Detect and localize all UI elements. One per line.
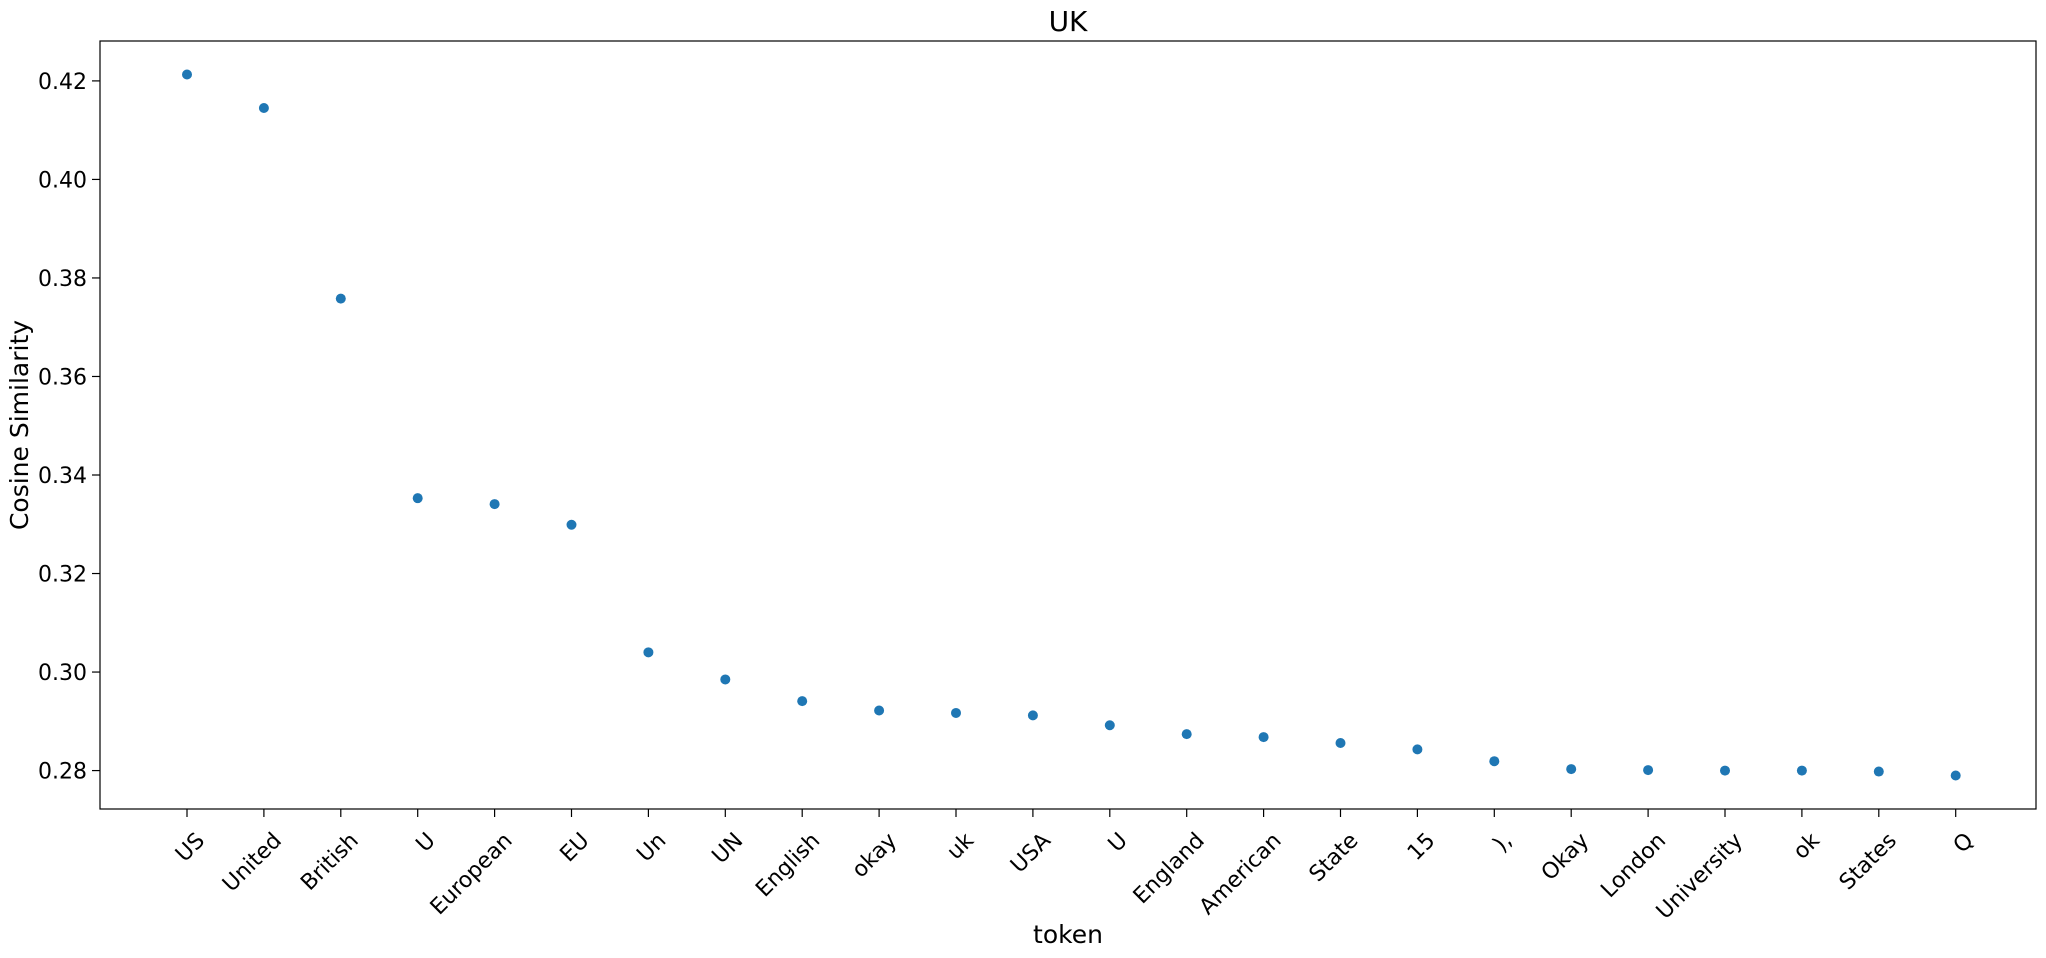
data-point — [1873, 766, 1884, 777]
x-tick-label: English — [751, 828, 825, 902]
data-point — [1643, 765, 1654, 776]
data-point — [1489, 756, 1500, 767]
x-tick-label: ), — [1489, 828, 1518, 857]
x-tick-label: American — [1195, 828, 1287, 920]
data-point — [1950, 770, 1961, 781]
x-axis-label: token — [1033, 920, 1103, 949]
chart-title: UK — [1049, 5, 1088, 38]
data-point — [1335, 737, 1346, 748]
data-point — [1566, 764, 1577, 775]
data-point — [720, 674, 731, 685]
y-axis-label: Cosine Similarity — [5, 320, 34, 530]
data-point — [335, 293, 346, 304]
data-point — [1796, 765, 1807, 776]
data-point — [1412, 744, 1423, 755]
data-point — [1104, 720, 1115, 731]
x-tick-label: Un — [632, 828, 671, 867]
data-point — [489, 499, 500, 510]
y-tick-label: 0.30 — [38, 661, 87, 686]
x-tick-label: England — [1129, 828, 1210, 909]
x-tick-label: London — [1596, 828, 1671, 903]
x-tick-label: ok — [1789, 828, 1825, 864]
x-tick-label: States — [1835, 828, 1902, 895]
y-tick-label: 0.28 — [38, 760, 87, 785]
x-tick-label: State — [1305, 828, 1364, 887]
data-point — [951, 707, 961, 718]
x-tick-label: European — [426, 828, 518, 920]
data-point — [566, 519, 577, 530]
y-axis: 0.28 0.30 0.32 0.34 0.36 0.38 0.40 0.42 — [38, 70, 100, 785]
data-point — [643, 647, 654, 658]
x-tick-label: EU — [556, 828, 595, 867]
x-tick-label: Okay — [1537, 828, 1594, 885]
x-tick-label: United — [218, 828, 287, 897]
x-tick-label: Q — [1949, 828, 1979, 858]
data-point — [1720, 765, 1730, 776]
x-tick-label: British — [296, 828, 363, 895]
y-tick-label: 0.36 — [38, 365, 87, 390]
y-tick-label: 0.38 — [38, 267, 87, 292]
data-point — [1258, 732, 1269, 743]
x-tick-label: U — [1104, 828, 1133, 857]
data-point — [412, 493, 423, 504]
y-tick-label: 0.42 — [38, 70, 87, 95]
data-point — [1181, 729, 1192, 740]
x-tick-label: okay — [847, 828, 902, 883]
data-points — [182, 69, 1961, 781]
y-tick-label: 0.40 — [38, 168, 87, 193]
data-point — [797, 696, 808, 707]
x-tick-label: 15 — [1403, 828, 1440, 865]
x-tick-label: UN — [708, 828, 749, 869]
plot-area-frame — [99, 40, 2037, 810]
x-tick-label: USA — [1006, 828, 1056, 878]
data-point — [1027, 710, 1038, 721]
x-tick-label: uk — [942, 828, 979, 865]
x-tick-label: U — [412, 828, 441, 857]
data-point — [182, 69, 192, 80]
x-tick-label: US — [171, 828, 210, 867]
data-point — [258, 102, 269, 113]
y-tick-label: 0.34 — [38, 464, 87, 489]
data-point — [874, 705, 885, 716]
y-tick-label: 0.32 — [38, 563, 87, 588]
